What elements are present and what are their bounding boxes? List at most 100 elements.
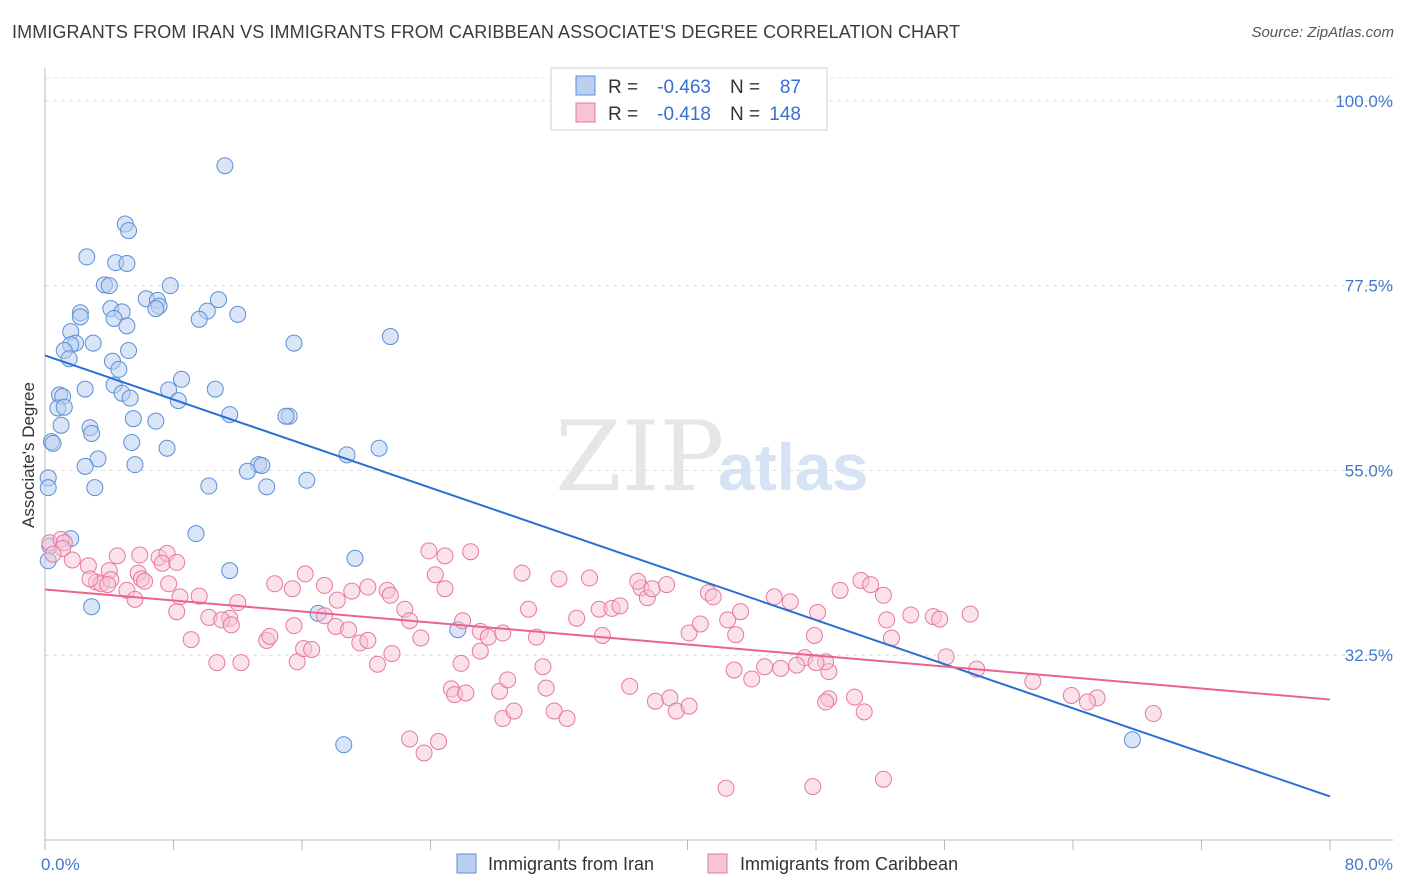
caribbean-point (430, 732, 448, 750)
caribbean-point (846, 688, 864, 706)
caribbean-point (401, 730, 419, 748)
legend-swatch (575, 75, 596, 96)
caribbean-point (63, 551, 81, 569)
iran-point (105, 309, 123, 327)
y-tick-label: 55.0% (1345, 461, 1393, 480)
iran-point (39, 479, 57, 497)
legend-bottom-label: Immigrants from Iran (488, 854, 654, 874)
iran-point (238, 462, 256, 480)
caribbean-point (222, 616, 240, 634)
caribbean-point (611, 597, 629, 615)
caribbean-point (931, 610, 949, 628)
caribbean-point (168, 553, 186, 571)
legend-r-value: -0.418 (657, 104, 711, 125)
caribbean-point (108, 547, 126, 565)
iran-point (381, 328, 399, 346)
caribbean-point (855, 703, 873, 721)
caribbean-point (1024, 672, 1042, 690)
caribbean-point (412, 629, 430, 647)
caribbean-point (680, 624, 698, 642)
caribbean-point (131, 546, 149, 564)
iran-point (285, 334, 303, 352)
caribbean-point (315, 576, 333, 594)
caribbean-points (41, 530, 1162, 797)
iran-point (147, 412, 165, 430)
caribbean-point (99, 576, 117, 594)
caribbean-point (646, 692, 664, 710)
caribbean-point (44, 545, 62, 563)
caribbean-point (732, 603, 750, 621)
legend-r-label: R = (608, 77, 638, 98)
legend-box (550, 67, 828, 131)
chart-title: IMMIGRANTS FROM IRAN VS IMMIGRANTS FROM … (12, 22, 961, 42)
caribbean-point (190, 587, 208, 605)
iran-point (1123, 731, 1141, 749)
caribbean-point (462, 543, 480, 561)
iran-point (277, 407, 295, 425)
caribbean-point (704, 588, 722, 606)
caribbean-point (519, 600, 537, 618)
iran-point (52, 416, 70, 434)
caribbean-point (452, 654, 470, 672)
caribbean-point (961, 605, 979, 623)
caribbean-point (479, 628, 497, 646)
x-tick-label-max: 80.0% (1345, 855, 1393, 874)
iran-point (118, 317, 136, 335)
gridlines (45, 77, 1393, 656)
caribbean-point (229, 594, 247, 612)
iran-point (173, 370, 191, 388)
caribbean-point (232, 654, 250, 672)
caribbean-point (568, 609, 586, 627)
caribbean-point (743, 670, 761, 688)
caribbean-point (727, 626, 745, 644)
iran-point (346, 549, 364, 567)
iran-point (84, 334, 102, 352)
y-axis-title: Associate's Degree (19, 382, 38, 528)
caribbean-point (550, 570, 568, 588)
iran-point (258, 478, 276, 496)
caribbean-point (415, 744, 433, 762)
caribbean-point (343, 582, 361, 600)
iran-point (100, 277, 118, 295)
caribbean-point (499, 671, 517, 689)
watermark-zip: ZIP (555, 401, 724, 513)
iran-point (338, 446, 356, 464)
caribbean-point (303, 640, 321, 658)
caribbean-point (658, 576, 676, 594)
legend-r-label: R = (608, 104, 638, 125)
iran-point (216, 157, 234, 175)
iran-trend-line (44, 354, 1331, 798)
caribbean-point (629, 572, 647, 590)
axes: 32.5% 55.0% 77.5% 100.0% 0.0% 80.0% (41, 68, 1393, 874)
watermark-atlas: atlas (718, 430, 868, 504)
caribbean-point (471, 642, 489, 660)
y-tick-label: 77.5% (1345, 277, 1393, 296)
iran-point (118, 254, 136, 272)
caribbean-point (457, 684, 475, 702)
caribbean-point (878, 611, 896, 629)
iran-point (370, 439, 388, 457)
caribbean-point (505, 702, 523, 720)
caribbean-trend-line (44, 588, 1331, 701)
caribbean-point (381, 586, 399, 604)
iran-point (200, 477, 218, 495)
iran-point (126, 456, 144, 474)
caribbean-point (81, 570, 99, 588)
caribbean-point (862, 576, 880, 594)
caribbean-point (558, 709, 576, 727)
legend-n-label: N = (730, 104, 760, 125)
caribbean-point (182, 631, 200, 649)
caribbean-point (160, 575, 178, 593)
caribbean-point (285, 617, 303, 635)
caribbean-point (359, 631, 377, 649)
iran-point (221, 406, 239, 424)
caribbean-point (261, 627, 279, 645)
caribbean-point (545, 702, 563, 720)
caribbean-point (153, 554, 171, 572)
x-tick-label-min: 0.0% (41, 855, 80, 874)
caribbean-point (621, 677, 639, 695)
caribbean-point (680, 697, 698, 715)
iran-point (120, 222, 138, 240)
caribbean-point (340, 621, 358, 639)
caribbean-point (296, 565, 314, 583)
